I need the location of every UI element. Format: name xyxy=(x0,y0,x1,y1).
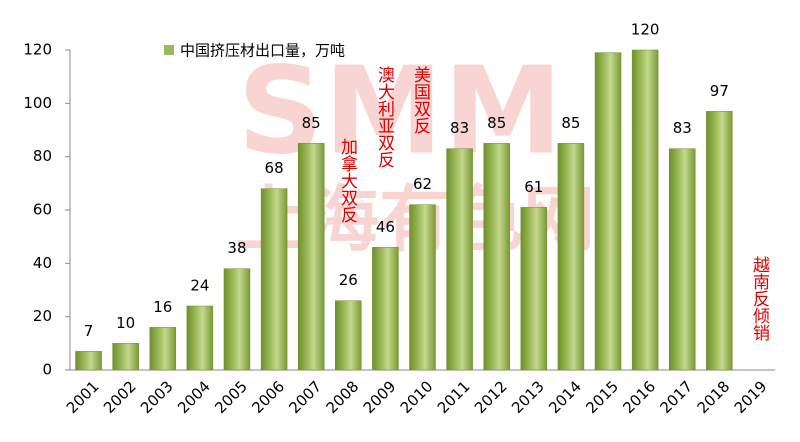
bar xyxy=(668,148,696,371)
data-label: 46 xyxy=(376,218,395,236)
y-tick-label: 60 xyxy=(33,201,52,219)
data-label: 26 xyxy=(339,271,358,289)
watermark: SMM xyxy=(237,43,562,182)
bar xyxy=(520,207,548,371)
bar xyxy=(75,351,102,371)
annotation: 加拿大双反 xyxy=(337,138,358,223)
bar xyxy=(409,204,436,371)
bar xyxy=(186,305,214,371)
bar xyxy=(149,327,177,371)
data-label: 85 xyxy=(302,114,321,132)
y-tick-label: 20 xyxy=(33,307,52,325)
y-tick-label: 0 xyxy=(42,361,52,379)
x-tick-label: 2010 xyxy=(397,377,437,417)
data-label: 38 xyxy=(227,239,246,257)
y-tick-label: 120 xyxy=(23,41,52,59)
bar xyxy=(335,300,362,371)
data-label: 83 xyxy=(673,119,692,137)
bar xyxy=(260,188,288,371)
bar xyxy=(297,143,325,371)
bar xyxy=(594,52,622,371)
data-label: 120 xyxy=(631,21,660,39)
x-tick-label: 2013 xyxy=(508,377,548,417)
x-tick-label: 2016 xyxy=(619,377,659,417)
y-tick-label: 80 xyxy=(33,147,52,165)
x-tick-label: 2018 xyxy=(694,377,734,417)
data-label: 85 xyxy=(487,114,506,132)
y-tick-label: 40 xyxy=(33,254,52,272)
x-tick-label: 2011 xyxy=(434,377,474,417)
x-tick-label: 2004 xyxy=(174,377,214,417)
bar xyxy=(446,148,473,371)
bar xyxy=(223,268,251,371)
x-tick-label: 2005 xyxy=(211,377,251,417)
annotation: 澳大利亚双反 xyxy=(374,66,395,168)
legend-marker xyxy=(164,45,174,55)
bar xyxy=(112,343,139,371)
data-label: 10 xyxy=(116,314,135,332)
bar xyxy=(483,143,510,371)
annotation: 越南反倾销 xyxy=(749,256,770,342)
x-tick-label: 2014 xyxy=(545,377,585,417)
data-label: 7 xyxy=(84,322,94,340)
x-tick-label: 2008 xyxy=(323,377,363,417)
data-label: 97 xyxy=(710,82,729,100)
data-label: 24 xyxy=(190,277,209,295)
x-tick-label: 2002 xyxy=(100,377,140,417)
data-label: 16 xyxy=(153,298,172,316)
x-tick-label: 2007 xyxy=(285,377,325,417)
data-label: 68 xyxy=(265,159,284,177)
bar xyxy=(372,247,399,371)
bar xyxy=(706,111,733,371)
bar xyxy=(557,143,585,371)
x-tick-label: 2017 xyxy=(657,377,697,417)
x-tick-label: 2009 xyxy=(360,377,400,417)
x-tick-label: 2006 xyxy=(248,377,288,417)
x-tick-label: 2012 xyxy=(471,377,511,417)
bar xyxy=(631,49,659,371)
x-tick-label: 2003 xyxy=(137,377,177,417)
data-label: 62 xyxy=(413,175,432,193)
legend-label: 中国挤压材出口量，万吨 xyxy=(180,42,345,60)
y-tick-label: 100 xyxy=(23,94,52,112)
x-tick-label: 2019 xyxy=(731,377,771,417)
x-tick-label: 2015 xyxy=(582,377,622,417)
annotation: 美国双反 xyxy=(410,66,431,134)
data-label: 85 xyxy=(561,114,580,132)
data-label: 61 xyxy=(524,178,543,196)
x-tick-label: 2001 xyxy=(63,377,103,417)
data-label: 83 xyxy=(450,119,469,137)
